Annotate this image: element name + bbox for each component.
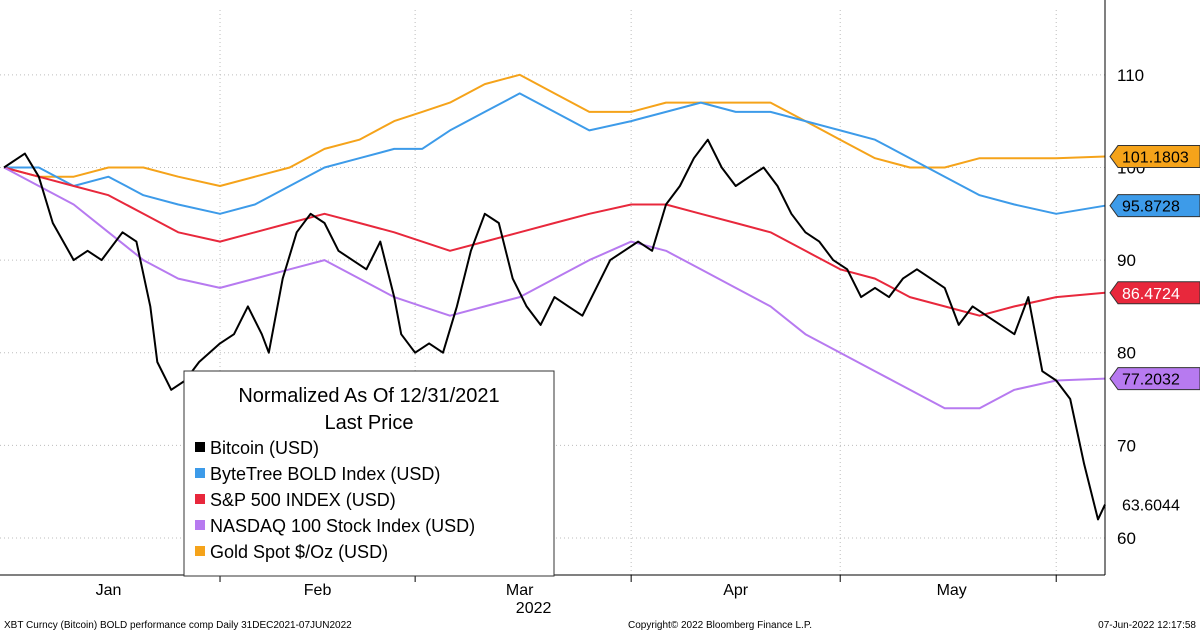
legend-swatch-2 [195,494,205,504]
footer-left: XBT Curncy (Bitcoin) BOLD performance co… [4,620,352,631]
last-value-label-3: 77.2032 [1122,372,1180,389]
legend-items: Bitcoin (USD) ByteTree BOLD Index (USD) S&… [195,438,475,562]
last-value-tag-1 [1109,194,1200,218]
legend-label-4: Gold Spot $/Oz (USD) [210,542,388,562]
last-value-label-4: 101.1803 [1122,150,1189,167]
last-value-label-0: 63.6044 [1122,498,1180,515]
legend-label-0: Bitcoin (USD) [210,438,319,458]
y-tick-90: 90 [1117,251,1136,270]
series-line-2 [3,166,1106,317]
legend-swatch-1 [195,468,205,478]
series-lines [3,73,1106,521]
x-tick-feb: Feb [304,582,332,599]
last-value-tag-4 [1109,145,1200,169]
legend: Normalized As Of 12/31/2021 Last Price B… [183,370,555,577]
y-tick-80: 80 [1117,344,1136,363]
x-tick-apr: Apr [723,582,749,599]
legend-label-1: ByteTree BOLD Index (USD) [210,464,440,484]
legend-label-3: NASDAQ 100 Stock Index (USD) [210,516,475,536]
y-tick-110: 110 [1117,66,1144,85]
last-value-label-1: 95.8728 [1122,199,1180,216]
series-line-0 [3,138,1106,521]
y-tick-60: 60 [1117,529,1136,548]
legend-label-2: S&P 500 INDEX (USD) [210,490,396,510]
footer: XBT Curncy (Bitcoin) BOLD performance co… [4,620,1196,631]
footer-center: Copyright© 2022 Bloomberg Finance L.P. [628,620,812,631]
x-tick-mar: Mar [506,582,534,599]
legend-title: Normalized As Of 12/31/2021 [238,385,499,407]
legend-swatch-0 [195,442,205,452]
x-tick-may: May [937,582,967,599]
x-tick-jan: Jan [96,582,122,599]
legend-swatch-3 [195,520,205,530]
series-line-1 [4,92,1106,215]
legend-box [183,370,555,577]
last-value-tag-2 [1109,281,1200,305]
last-value-tag-0 [1109,493,1200,517]
y-tick-70: 70 [1117,436,1136,455]
x-year-label: 2022 [516,600,552,617]
last-value-label-2: 86.4724 [1122,286,1180,303]
legend-subtitle: Last Price [325,412,414,434]
series-line-4 [3,73,1106,187]
footer-right: 07-Jun-2022 12:17:58 [1098,620,1196,631]
x-axis: Jan Feb Mar Apr May 2022 [0,574,1105,617]
last-value-tags: 63.6044 95.8728 86.4724 77.2032 101.1803 [1109,145,1200,517]
series-line-3 [3,166,1106,410]
legend-swatch-4 [195,546,205,556]
last-value-tag-3 [1109,367,1200,391]
